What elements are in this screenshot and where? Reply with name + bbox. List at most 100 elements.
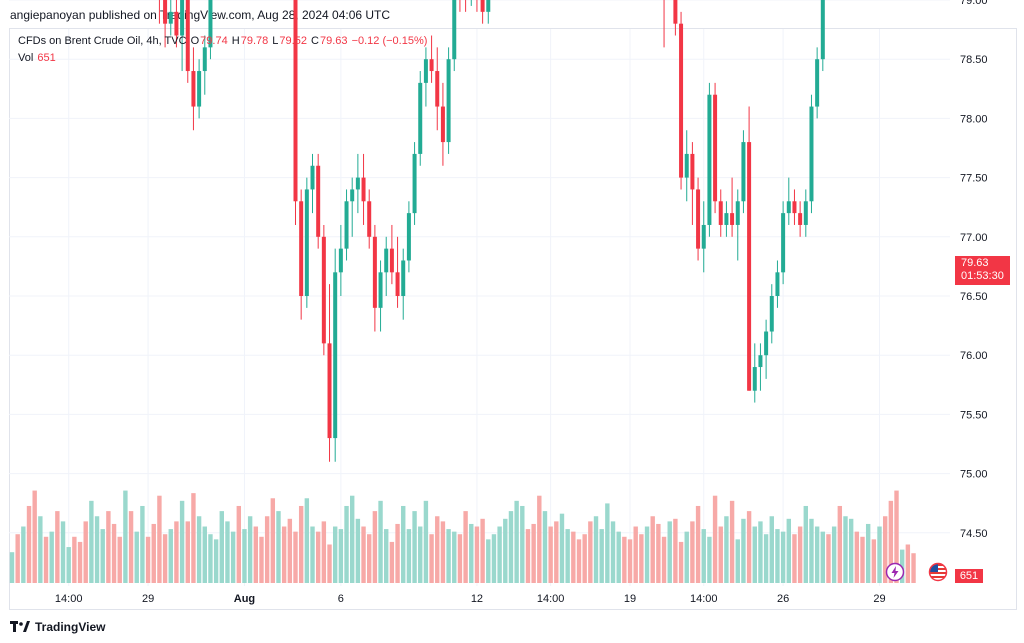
volume-bar bbox=[724, 516, 729, 583]
y-tick-label: 75.00 bbox=[960, 469, 988, 481]
volume-bar bbox=[332, 526, 338, 583]
volume-bar bbox=[100, 529, 105, 583]
volume-bar bbox=[281, 526, 287, 583]
candle-body bbox=[815, 59, 820, 107]
volume-bar bbox=[140, 505, 145, 583]
candle-body bbox=[701, 224, 706, 249]
volume-bar bbox=[361, 526, 366, 583]
volume-bar bbox=[446, 529, 451, 583]
volume-bar bbox=[769, 516, 774, 583]
volume-bar bbox=[690, 521, 695, 583]
volume-value: 651 bbox=[37, 52, 56, 64]
volume-bar bbox=[21, 526, 26, 583]
volume-bar bbox=[236, 505, 241, 583]
volume-tag: 651 bbox=[955, 569, 983, 583]
volume-bar bbox=[9, 552, 15, 583]
volume-bar bbox=[162, 534, 168, 583]
low-value: 79.52 bbox=[279, 35, 307, 47]
volume-bar bbox=[548, 526, 553, 583]
volume-bar bbox=[865, 523, 871, 583]
tradingview-logo-icon bbox=[10, 621, 30, 632]
volume-bar bbox=[746, 511, 752, 583]
volume-bar bbox=[49, 531, 54, 583]
candle-body bbox=[423, 59, 428, 83]
volume-bar bbox=[678, 541, 684, 583]
volume-bar bbox=[622, 536, 627, 583]
footer-brand: TradingView bbox=[35, 620, 106, 634]
volume-bar bbox=[905, 544, 911, 583]
volume-bar bbox=[786, 518, 791, 583]
candle-body bbox=[395, 272, 400, 296]
candle-body bbox=[333, 272, 338, 439]
volume-label: Vol bbox=[18, 52, 34, 64]
time-axis[interactable]: 14:00 29 Aug 6 12 14:00 19 14:00 26 29 bbox=[55, 593, 886, 605]
volume-bar bbox=[259, 536, 264, 583]
volume-bar bbox=[797, 526, 803, 583]
volume-bar bbox=[775, 529, 780, 583]
volume-bar bbox=[463, 511, 468, 583]
volume-bar bbox=[435, 516, 440, 583]
bar-countdown: 01:53:30 bbox=[961, 270, 1004, 282]
candle-body bbox=[406, 213, 411, 261]
candle-body bbox=[174, 11, 179, 36]
candle-body bbox=[792, 201, 797, 214]
lightning-icon[interactable] bbox=[885, 562, 905, 582]
candle-body bbox=[180, 0, 185, 36]
volume-bar bbox=[247, 516, 253, 583]
volume-bar bbox=[554, 521, 559, 583]
x-tick-label: 29 bbox=[873, 593, 885, 605]
volume-bar bbox=[673, 518, 678, 583]
candle-body bbox=[197, 71, 202, 107]
high-value: 79.78 bbox=[240, 35, 269, 47]
x-tick-label: 26 bbox=[777, 593, 789, 605]
volume-bar bbox=[831, 526, 837, 583]
x-tick-label: 14:00 bbox=[55, 593, 83, 605]
volume-bar bbox=[605, 503, 610, 583]
volume-bar bbox=[242, 529, 247, 583]
candle-body bbox=[440, 106, 445, 143]
tradingview-footer[interactable]: TradingView bbox=[10, 620, 105, 634]
volume-bar bbox=[72, 536, 77, 583]
candle-body bbox=[486, 0, 491, 12]
candle-body bbox=[809, 106, 814, 202]
volume-bar bbox=[656, 523, 661, 583]
candle-body bbox=[747, 142, 752, 391]
ohlc-legend: CFDs on Brent Crude Oil, 4h, TVC O79.74 … bbox=[18, 35, 428, 47]
volume-bar bbox=[429, 534, 434, 583]
volume-bar bbox=[559, 513, 565, 583]
candle-body bbox=[389, 248, 394, 273]
volume-bar bbox=[185, 521, 190, 583]
volume-bar bbox=[401, 505, 406, 583]
change-value: −0.12 (−0.15%) bbox=[351, 35, 428, 47]
volume-bar bbox=[837, 505, 843, 583]
candle-body bbox=[185, 0, 190, 72]
volume-bar bbox=[848, 518, 854, 583]
candle-body bbox=[480, 0, 485, 12]
volume-bar bbox=[520, 505, 525, 583]
volume-bar bbox=[497, 526, 502, 583]
candle-body bbox=[372, 236, 377, 308]
volume-bar bbox=[871, 539, 877, 583]
volume-bar bbox=[128, 511, 134, 583]
candle-body bbox=[321, 236, 326, 344]
close-label: C bbox=[311, 35, 319, 47]
candle-body bbox=[163, 0, 168, 24]
volume-bar bbox=[208, 534, 213, 583]
x-tick-label: 14:00 bbox=[690, 593, 718, 605]
candle-body bbox=[758, 355, 763, 368]
volume-bar bbox=[571, 531, 576, 583]
volume-bar bbox=[712, 495, 718, 583]
candle-body bbox=[735, 201, 740, 225]
volume-bar bbox=[43, 536, 49, 583]
volume-bar bbox=[276, 511, 281, 583]
volume-bar bbox=[814, 526, 820, 583]
volume-bar bbox=[809, 518, 814, 583]
volume-bar bbox=[752, 526, 757, 583]
us-flag-icon[interactable] bbox=[928, 562, 948, 582]
price-axis[interactable]: 83.5083.0082.5082.0081.5081.0080.5080.00… bbox=[960, 0, 988, 540]
volume-bar bbox=[321, 521, 327, 583]
volume-bar bbox=[219, 511, 224, 583]
volume-bar bbox=[60, 521, 66, 583]
low-label: L bbox=[272, 35, 279, 47]
